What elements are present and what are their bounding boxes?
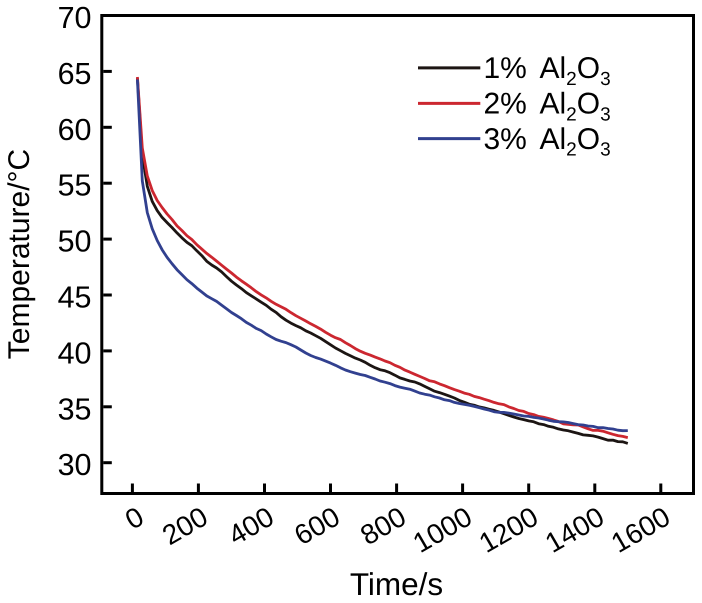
svg-text:30: 30 — [58, 448, 92, 482]
svg-text:Temperature/°C: Temperature/°C — [3, 149, 36, 359]
svg-text:60: 60 — [58, 113, 92, 147]
svg-text:70: 70 — [58, 1, 92, 35]
svg-text:40: 40 — [58, 336, 92, 370]
svg-text:55: 55 — [58, 169, 92, 203]
svg-text:2%Al2O3: 2% Al2O3 — [484, 88, 611, 126]
svg-text:35: 35 — [58, 392, 92, 426]
svg-text:3%Al2O3: 3% Al2O3 — [484, 123, 611, 161]
svg-text:1%Al2O3: 1% Al2O3 — [484, 52, 611, 90]
svg-text:65: 65 — [58, 57, 92, 91]
svg-text:45: 45 — [58, 281, 92, 315]
svg-text:Time/s: Time/s — [350, 566, 443, 598]
svg-text:50: 50 — [58, 225, 92, 259]
